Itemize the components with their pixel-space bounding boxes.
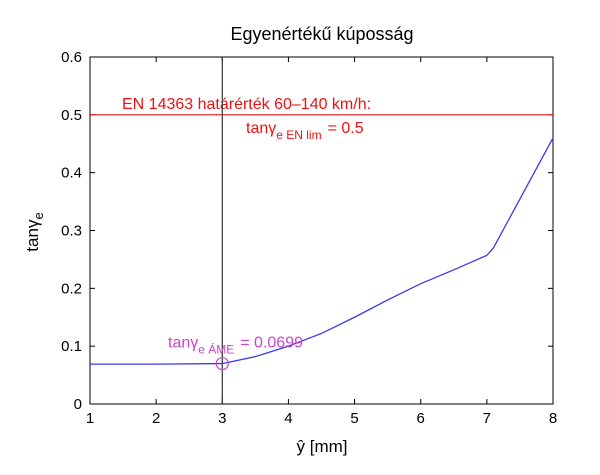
y-tick-label: 0.1: [61, 338, 82, 355]
x-tick-label: 3: [218, 410, 226, 427]
annotation-text: = 0.0699: [240, 335, 303, 352]
annotation-symbol: tanγ: [168, 335, 198, 352]
x-tick-label: 1: [86, 410, 94, 427]
y-tick-label: 0.3: [61, 223, 82, 240]
chart-title: Egyenértékű kúposság: [230, 24, 413, 44]
y-tick-label: 0.2: [61, 280, 82, 297]
marker: [215, 356, 229, 371]
x-axis-label: ŷ [mm]: [297, 437, 348, 456]
y-tick-label: 0.4: [61, 165, 82, 182]
annotation-symbol: tanγ: [246, 120, 276, 137]
x-tick-label: 8: [549, 410, 557, 427]
y-tick-label: 0.5: [61, 107, 82, 124]
x-tick-label: 6: [417, 410, 425, 427]
x-tick-label: 2: [152, 410, 160, 427]
annotation-text: = 0.5: [328, 120, 364, 137]
reference-label: EN 14363 határérték 60–140 km/h:: [122, 96, 371, 113]
y-axis-label-subscript: e: [31, 212, 46, 219]
x-tick-label: 5: [350, 410, 358, 427]
y-axis-label: tanγe: [23, 212, 46, 251]
marker-annotation: tanγe ÁME = 0.0699: [168, 335, 303, 357]
annotation-subscript: e EN lim: [276, 128, 321, 142]
y-axis-label-text: tanγ: [23, 219, 42, 252]
x-tick-label: 4: [284, 410, 292, 427]
annotation-subscript: e ÁME: [198, 342, 234, 357]
data-line: [90, 137, 554, 365]
reference-annotation: tanγe EN lim = 0.5: [246, 120, 364, 142]
y-tick-label: 0.6: [61, 49, 82, 66]
y-tick-label: 0: [74, 396, 82, 413]
x-tick-label: 7: [483, 410, 491, 427]
